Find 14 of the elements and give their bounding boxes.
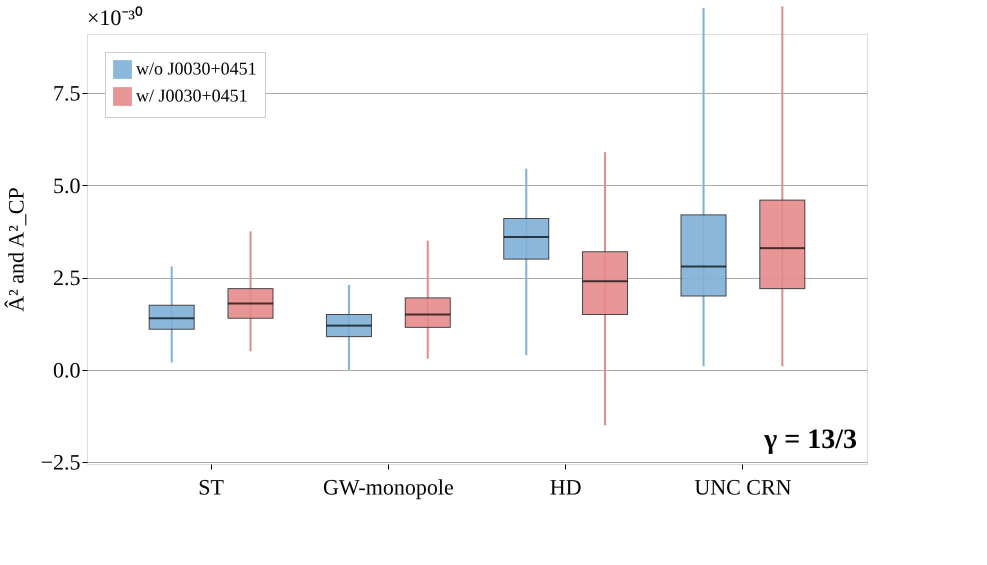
annotation: γ = 13/3 [763,424,857,455]
y-tick-label: −2.5 [40,450,80,475]
y-tick-label: 7.5 [53,80,80,106]
y-tick-label: 5.0 [53,172,80,198]
x-tick-label: ST [198,474,224,500]
x-tick-label: UNC CRN [694,474,792,500]
y-tick-label: 2.5 [53,265,80,290]
x-tick-label: HD [550,474,582,500]
y-tick-label: 0.0 [53,357,80,382]
x-tick-label: GW-monopole [322,474,454,500]
text: ×10⁻³⁰ [87,5,144,30]
legend-label: w/o J0030+0451 [136,58,257,78]
legend-label: w/ J0030+0451 [136,86,248,106]
y-axis-title: Â² and A²_CP [4,187,29,312]
